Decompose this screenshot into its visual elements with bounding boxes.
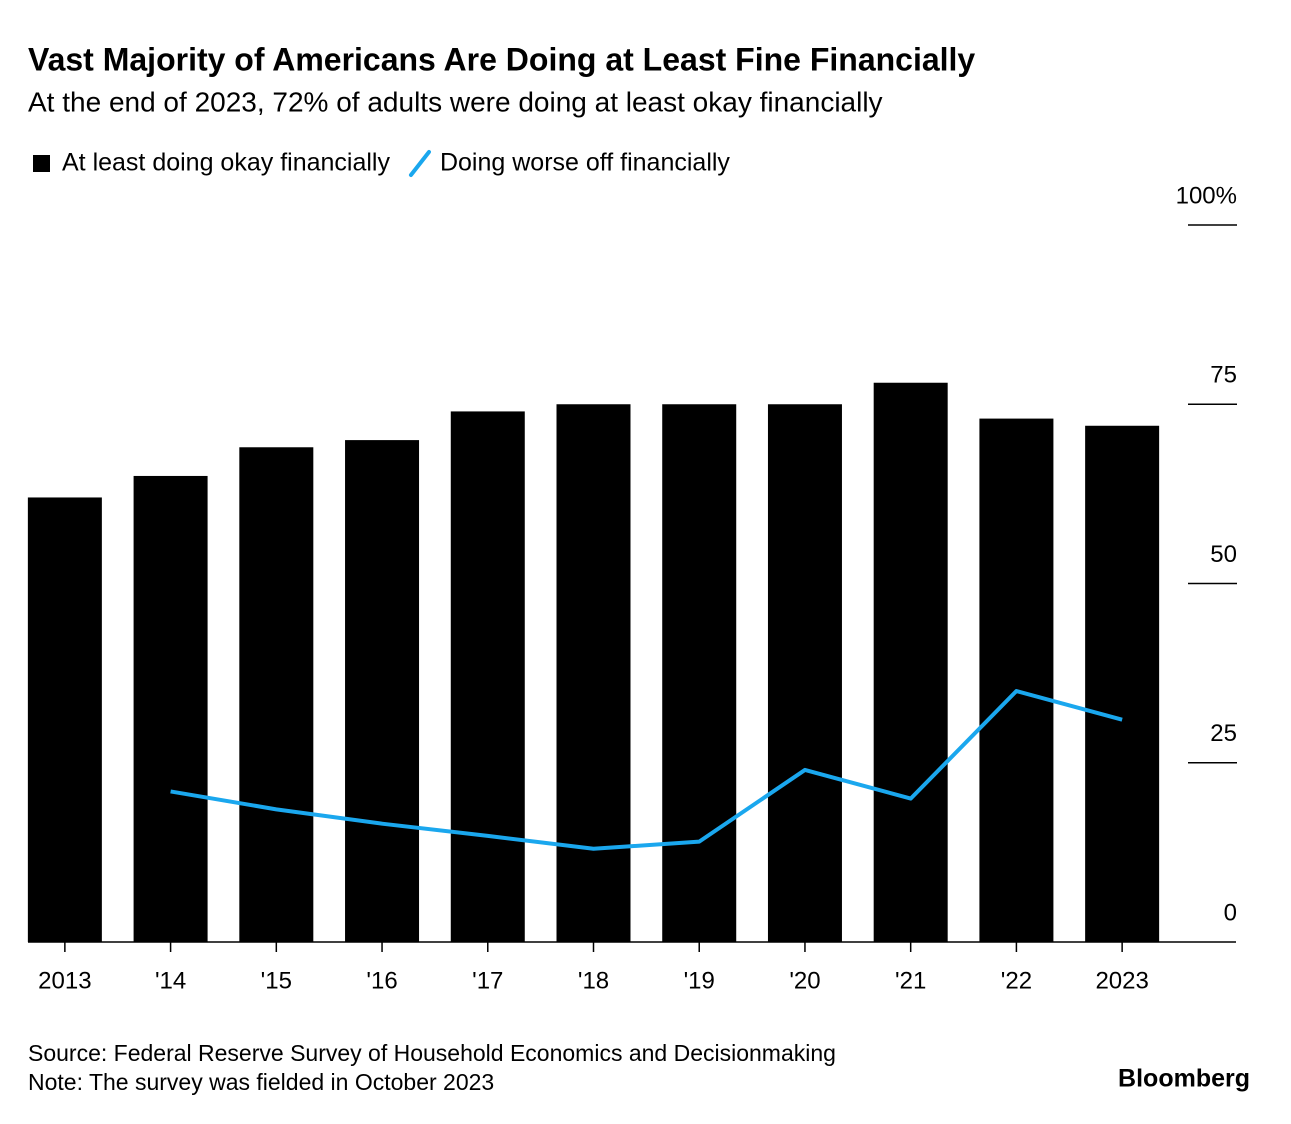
legend-swatch — [33, 155, 50, 172]
bar — [450, 411, 525, 942]
bar — [345, 440, 420, 942]
x-tick-label: '15 — [261, 967, 292, 994]
chart-subtitle: At the end of 2023, 72% of adults were d… — [28, 86, 883, 117]
legend-label: At least doing okay financially — [62, 149, 390, 177]
x-tick-label: '22 — [1001, 967, 1032, 994]
y-tick-label: 100% — [1176, 182, 1237, 209]
bar — [239, 447, 314, 942]
line — [170, 689, 1123, 851]
y-tick-label: 75 — [1210, 362, 1237, 389]
x-tick-label: '20 — [789, 967, 820, 994]
chart-title: Vast Majority of Americans Are Doing at … — [28, 41, 975, 77]
y-tick-label: 0 — [1224, 899, 1237, 926]
x-tick-label: '17 — [472, 967, 503, 994]
y-tick-label: 50 — [1210, 541, 1237, 568]
bar — [979, 418, 1054, 943]
logo: Bloomberg — [1118, 1065, 1250, 1093]
x-tick-label: 2023 — [1095, 967, 1148, 994]
source: Source: Federal Reserve Survey of Househ… — [28, 1040, 836, 1066]
x-tick-label: '21 — [895, 967, 926, 994]
legend-label: Doing worse off financially — [440, 149, 730, 177]
x-tick-label: '18 — [578, 967, 609, 994]
note: Note: The survey was fielded in October … — [28, 1069, 494, 1095]
x-tick-label: '16 — [366, 967, 397, 994]
legend-swatch — [408, 150, 431, 177]
bar — [133, 475, 208, 942]
y-tick-label: 25 — [1210, 720, 1237, 747]
bar — [1085, 425, 1160, 942]
bar — [27, 497, 102, 942]
x-tick-label: '19 — [684, 967, 715, 994]
bar — [767, 404, 842, 942]
bar — [556, 404, 631, 942]
x-tick-label: '14 — [155, 967, 186, 994]
x-tick-label: 2013 — [38, 967, 91, 994]
bar — [662, 404, 737, 942]
bar — [873, 382, 948, 942]
